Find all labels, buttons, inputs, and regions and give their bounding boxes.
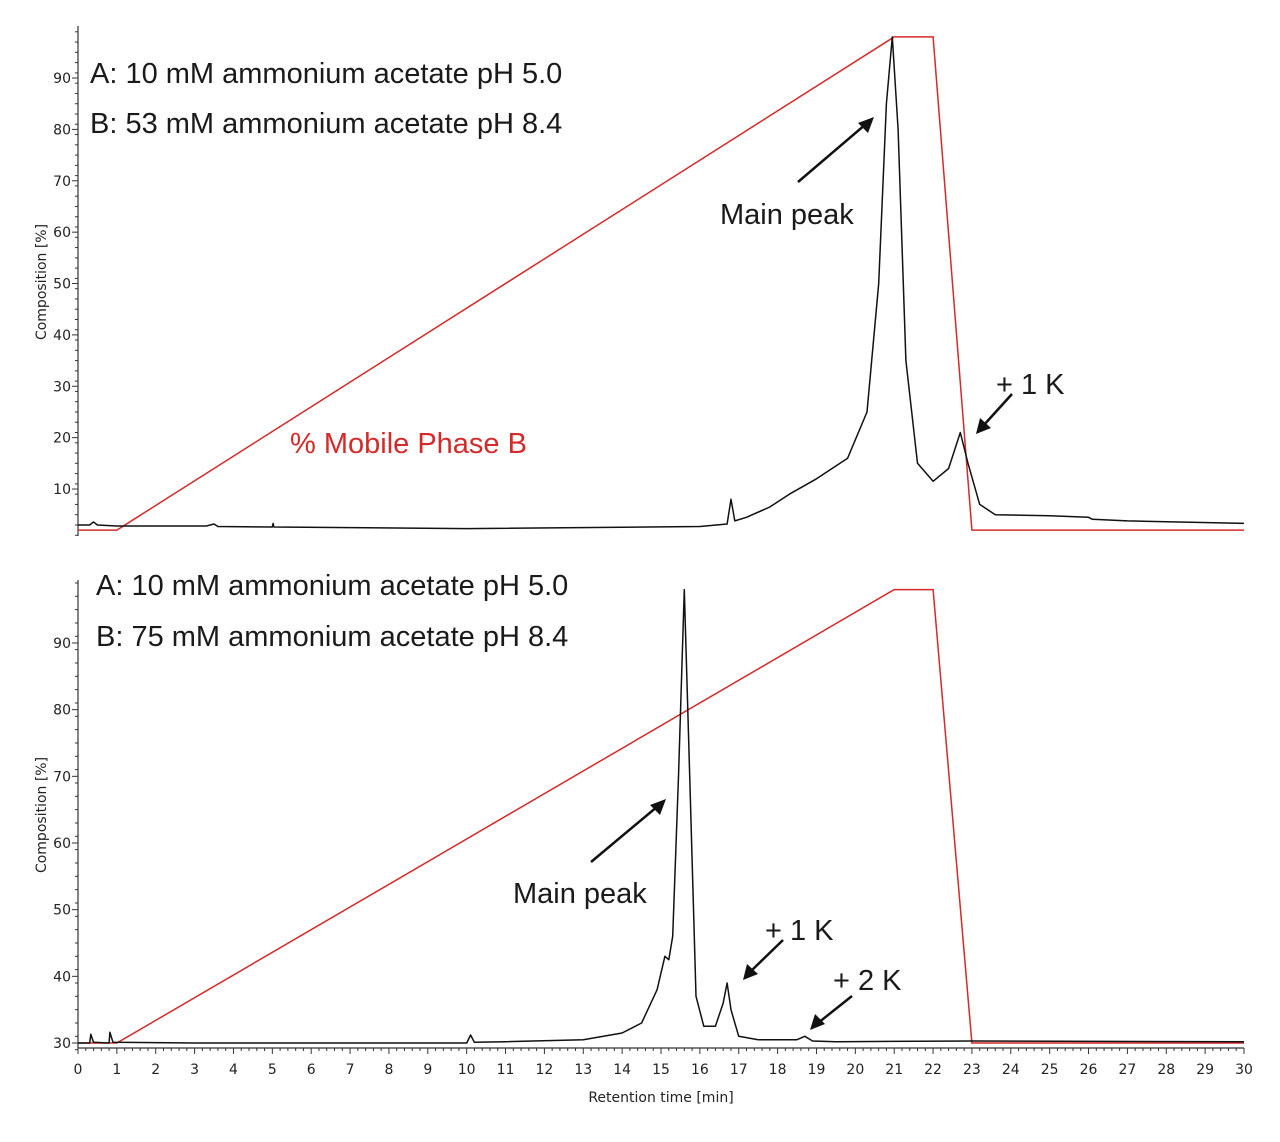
x-tick-label: 27: [1118, 1062, 1136, 1078]
x-tick-label: 13: [574, 1062, 592, 1078]
bottom-chromatogram-trace: [78, 588, 1245, 1044]
bottom-plus2k-arrowhead-icon: [810, 1014, 825, 1030]
y-tick-label: 80: [53, 122, 71, 138]
bottom-main-peak-label: Main peak: [513, 878, 647, 910]
x-axis-title: Retention time [min]: [588, 1090, 733, 1106]
x-tick-label: 26: [1080, 1062, 1098, 1078]
top-main-peak-label: Main peak: [720, 199, 854, 231]
x-tick-label: 30: [1235, 1062, 1253, 1078]
x-tick-label: 19: [808, 1062, 826, 1078]
top-plus1k-arrow: [982, 393, 1013, 427]
top-buffer-a-label: A: 10 mM ammonium acetate pH 5.0: [90, 58, 562, 90]
x-tick-label: 18: [769, 1062, 787, 1078]
x-tick-label: 14: [613, 1062, 631, 1078]
bottom-plus2k-arrow: [817, 995, 853, 1024]
bottom-plus2k-label: + 2 K: [833, 965, 902, 997]
y-tick-label: 60: [53, 225, 71, 241]
top-gradient-line: [78, 36, 1244, 531]
x-tick-label: 12: [535, 1062, 553, 1078]
top-y-axis-title: Composition [%]: [34, 224, 50, 340]
top-chromatogram-trace: [78, 36, 1245, 530]
x-tick-label: 0: [74, 1062, 83, 1078]
x-tick-label: 3: [190, 1062, 199, 1078]
bottom-plus1k-arrowhead-icon: [743, 964, 758, 980]
x-tick-label: 24: [1002, 1062, 1020, 1078]
x-tick-label: 8: [384, 1062, 393, 1078]
bottom-plus1k-label: + 1 K: [765, 915, 834, 947]
bottom-plus1k-arrow: [749, 939, 784, 973]
y-tick-label: 30: [53, 379, 71, 395]
x-tick-label: 15: [652, 1062, 670, 1078]
x-tick-label: 25: [1041, 1062, 1059, 1078]
y-tick-label: 70: [53, 174, 71, 190]
y-tick-label: 90: [53, 71, 71, 87]
x-tick-label: 10: [458, 1062, 476, 1078]
bottom-gradient-line: [78, 588, 1244, 1044]
x-tick-label: 2: [151, 1062, 160, 1078]
x-tick-label: 7: [346, 1062, 355, 1078]
x-tick-label: 17: [730, 1062, 748, 1078]
y-tick-label: 90: [53, 636, 71, 652]
top-buffer-b-label: B: 53 mM ammonium acetate pH 8.4: [90, 108, 562, 140]
y-tick-label: 20: [53, 431, 71, 447]
x-tick-label: 29: [1196, 1062, 1214, 1078]
top-main-peak-arrowhead-icon: [858, 117, 874, 133]
x-tick-label: 1: [112, 1062, 121, 1078]
y-tick-label: 30: [53, 1036, 71, 1052]
bottom-y-axis-title: Composition [%]: [34, 757, 50, 873]
x-tick-label: 11: [497, 1062, 515, 1078]
top-chart-panel: 10 20 30 40 50 60 70 80 90 Composition [%] A: 10…: [34, 26, 1245, 536]
bottom-main-peak-arrowhead-icon: [650, 799, 666, 815]
bottom-y-ticks: 30 40 50 60 70 80 90: [53, 582, 78, 1052]
top-main-peak-arrow: [797, 123, 867, 183]
y-tick-label: 60: [53, 836, 71, 852]
x-tick-label: 9: [423, 1062, 432, 1078]
x-tick-label: 4: [229, 1062, 238, 1078]
y-tick-label: 10: [53, 482, 71, 498]
top-plus1k-label: + 1 K: [996, 369, 1065, 401]
x-tick-label: 22: [924, 1062, 942, 1078]
x-tick-label: 21: [885, 1062, 903, 1078]
y-tick-label: 40: [53, 328, 71, 344]
bottom-main-peak-arrow: [590, 805, 659, 863]
x-ticks: 0 1 2 3 4 5 6 7 8 9 10 11 12 13 14 15 16 17 18 19 20 21 22 23 24…: [74, 1048, 1253, 1078]
x-tick-label: 16: [691, 1062, 709, 1078]
y-tick-label: 50: [53, 903, 71, 919]
x-tick-label: 6: [307, 1062, 316, 1078]
x-tick-label: 5: [268, 1062, 277, 1078]
x-tick-label: 28: [1157, 1062, 1175, 1078]
bottom-buffer-a-label: A: 10 mM ammonium acetate pH 5.0: [96, 570, 568, 602]
x-tick-label: 20: [846, 1062, 864, 1078]
x-tick-label: 23: [963, 1062, 981, 1078]
top-plus1k-arrowhead-icon: [976, 418, 991, 434]
y-tick-label: 70: [53, 769, 71, 785]
gradient-legend-label: % Mobile Phase B: [290, 428, 527, 460]
top-y-ticks: 10 20 30 40 50 60 70 80 90: [53, 31, 78, 536]
y-tick-label: 40: [53, 969, 71, 985]
bottom-buffer-b-label: B: 75 mM ammonium acetate pH 8.4: [96, 621, 568, 653]
y-tick-label: 80: [53, 703, 71, 719]
y-tick-label: 50: [53, 277, 71, 293]
